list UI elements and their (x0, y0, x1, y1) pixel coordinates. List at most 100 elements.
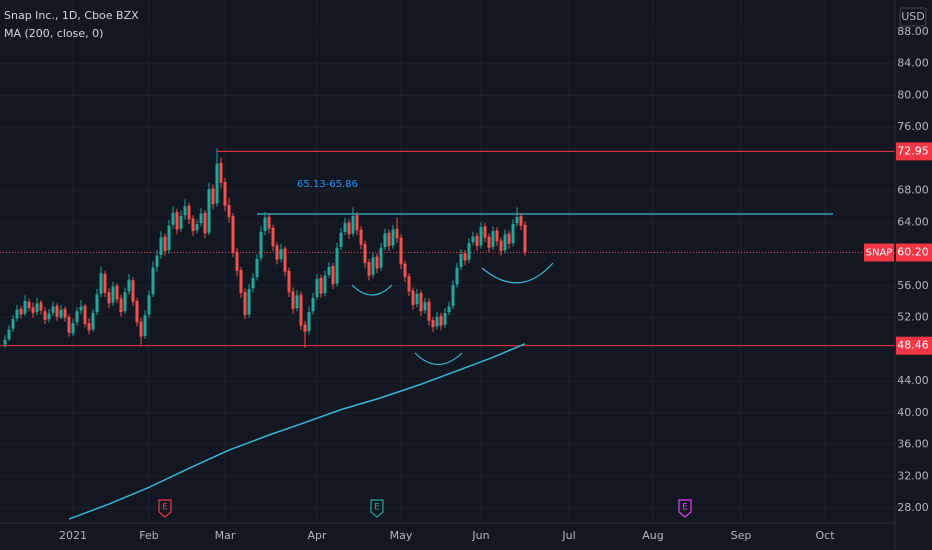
candle-body (151, 267, 155, 295)
candle-body (395, 228, 399, 239)
candle-body (111, 286, 115, 303)
candle-body (411, 290, 415, 305)
candle-body (291, 291, 295, 309)
earnings-label: E (682, 503, 688, 513)
pattern-arc (414, 352, 463, 366)
candle-body (499, 240, 503, 251)
candle-body (459, 254, 463, 267)
plot: 65.13-65.86 E E E (0, 148, 895, 520)
candle-body (339, 232, 343, 247)
candle-body (103, 273, 107, 294)
candle-body (63, 308, 67, 318)
candle-body (135, 300, 139, 323)
last-price-label: 60.20 (897, 246, 929, 259)
chart-title: Snap Inc., 1D, Cboe BZX (4, 9, 139, 22)
candle-body (139, 321, 143, 337)
candle-body (243, 292, 247, 316)
candle-body (203, 212, 207, 234)
y-tick-label: 36.00 (897, 438, 929, 451)
candle-body (287, 270, 291, 293)
x-tick-label: 2021 (59, 529, 87, 542)
candle-body (391, 229, 395, 246)
candle-body (175, 212, 179, 230)
level-annotation: 65.13-65.86 (297, 179, 358, 190)
y-tick-label: 32.00 (897, 469, 929, 482)
candle-body (399, 237, 403, 265)
candle-body (419, 293, 423, 312)
candle-body (315, 278, 319, 297)
candle-body (427, 301, 431, 321)
candle-body (311, 297, 315, 312)
candle-body (343, 223, 347, 232)
x-tick-label: Jul (561, 529, 575, 542)
candle-body (515, 216, 519, 224)
candle-body (523, 224, 527, 253)
candle-body (143, 315, 147, 336)
candle-body (383, 233, 387, 247)
candle-body (131, 280, 135, 302)
candle-body (195, 223, 199, 231)
price-label: 48.46 (897, 339, 929, 352)
candle-body (239, 270, 243, 294)
candle-body (299, 294, 303, 326)
x-tick-label: Aug (642, 529, 663, 542)
candle-body (3, 339, 7, 345)
candle-body (479, 227, 483, 246)
x-tick-label: Apr (307, 529, 327, 542)
candle-body (267, 216, 271, 229)
y-tick-label: 68.00 (897, 184, 929, 197)
candle-body (455, 267, 459, 285)
candle-body (59, 309, 63, 318)
candle-body (119, 298, 123, 313)
candle-body (359, 229, 363, 245)
y-tick-label: 44.00 (897, 374, 929, 387)
candle-body (183, 206, 187, 216)
candle-body (39, 302, 43, 311)
candle-body (179, 216, 183, 229)
candle-body (163, 236, 167, 251)
candle-body (307, 312, 311, 332)
candle-body (11, 319, 15, 329)
price-label-box (896, 142, 932, 161)
candle-body (347, 222, 351, 235)
y-tick-label: 28.00 (897, 501, 929, 514)
candle-body (207, 189, 211, 233)
candle-body (219, 162, 223, 183)
candle-body (215, 163, 219, 204)
candle-body (95, 294, 99, 313)
candle-body (211, 188, 215, 205)
candle-body (451, 285, 455, 306)
candle-body (363, 243, 367, 263)
x-tick-label: Jun (471, 529, 489, 542)
candle-body (107, 292, 111, 304)
earnings-label: E (374, 503, 380, 513)
candle-body (167, 225, 171, 251)
moving-average (68, 343, 526, 520)
x-tick-label: Mar (215, 529, 236, 542)
candle-body (283, 248, 287, 272)
candle-body (235, 251, 239, 271)
candle-body (371, 257, 375, 275)
candle-body (467, 243, 471, 260)
candle-body (87, 323, 91, 331)
candle-body (127, 279, 131, 292)
candle-body (75, 311, 79, 323)
candle-body (487, 236, 491, 248)
pattern-arc (351, 284, 393, 296)
candle-body (415, 293, 419, 305)
candle-body (463, 253, 467, 261)
y-tick-label: 88.00 (897, 25, 929, 38)
candle-body (47, 313, 51, 320)
candle-body (199, 213, 203, 224)
candle-body (303, 324, 307, 332)
candle-body (495, 230, 499, 242)
candle-body (431, 319, 435, 328)
candle-body (519, 216, 523, 226)
candle-body (375, 256, 379, 269)
candle-body (271, 227, 275, 247)
candle-body (251, 277, 255, 289)
symbol-label-box (864, 243, 894, 262)
candle-body (187, 205, 191, 220)
candle-body (227, 204, 231, 217)
candle-body (403, 263, 407, 278)
